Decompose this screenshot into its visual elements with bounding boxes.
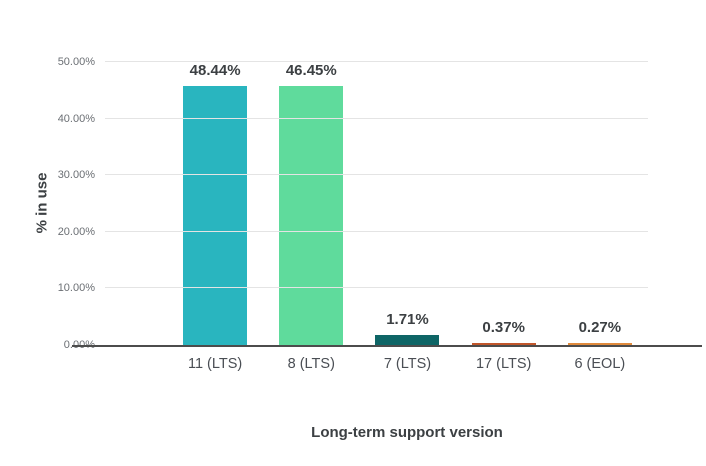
bar-group: 0.27% — [552, 62, 648, 345]
y-axis-title: % in use — [33, 172, 51, 234]
bar — [375, 335, 440, 345]
gridline — [105, 61, 648, 62]
bar-group: 1.71% — [359, 62, 455, 345]
bar-value-label: 1.71% — [386, 311, 429, 329]
bar-value-label: 46.45% — [285, 62, 337, 79]
gridline — [105, 287, 648, 289]
x-axis-line — [72, 345, 702, 347]
bar — [567, 343, 632, 345]
y-tick-label: 40.00% — [57, 112, 95, 125]
y-tick-label: 50.00% — [57, 56, 95, 68]
x-category-label: 7 (LTS) — [383, 356, 432, 372]
x-axis-title: Long-term support version — [311, 424, 503, 441]
bar — [279, 86, 344, 345]
categories-row: 11 (LTS) 8 (LTS) 7 (LTS) 17 (LTS) 6 (EOL) — [105, 356, 648, 372]
gridline — [105, 174, 648, 176]
x-category-label: 8 (LTS) — [287, 356, 335, 372]
x-category-label: 6 (EOL) — [574, 356, 626, 372]
plot-area: 48.44%46.45%1.71%0.37%0.27% 0.00%10.00%2… — [58, 56, 648, 351]
gridline — [105, 230, 648, 232]
x-category-label: 11 (LTS) — [187, 356, 243, 372]
x-category-label: 17 (LTS) — [475, 356, 532, 372]
y-tick-label: 20.00% — [57, 225, 95, 238]
bar-value-label: 0.27% — [578, 319, 622, 336]
bar — [471, 342, 536, 345]
bar-group: 48.44% — [167, 62, 263, 345]
bar-value-label: 0.37% — [482, 318, 525, 336]
y-tick-label: 10.00% — [57, 282, 95, 295]
bar-value-label: 48.44% — [189, 62, 241, 79]
bar — [183, 86, 248, 345]
bar-group: 46.45% — [263, 62, 359, 345]
bar-group: 0.37% — [456, 62, 552, 345]
gridline — [105, 117, 648, 119]
bars-row: 48.44% 46.45% 1.71% 0.37% 0.27% — [105, 62, 648, 345]
y-tick-label: 30.00% — [57, 169, 95, 182]
